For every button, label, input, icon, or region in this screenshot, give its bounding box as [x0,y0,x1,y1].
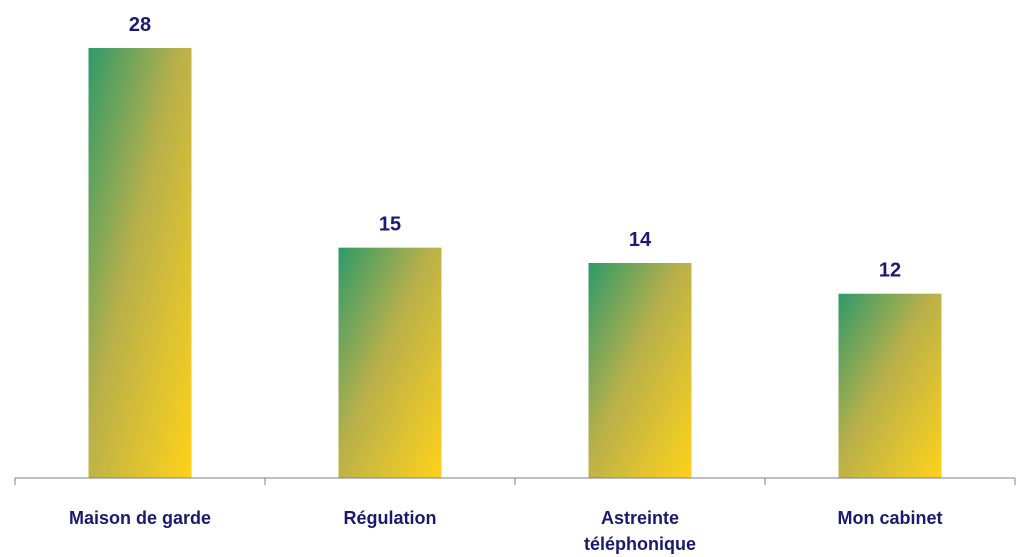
bar [338,247,442,478]
labels-layer: 28 Maison de garde 15 Régulation 14 Astreinte… [69,14,943,554]
bar [88,48,192,478]
bar [588,263,692,478]
x-axis [14,477,1016,485]
data-label: 12 [879,260,901,282]
category-label: Mon cabinet [837,508,942,528]
category-label: téléphonique [584,534,696,554]
category-label: Régulation [344,508,437,528]
bars-layer [88,48,942,478]
category-label: Maison de garde [69,508,211,528]
data-label: 14 [629,229,652,251]
data-label: 15 [379,214,401,236]
bar [838,293,942,478]
data-label: 28 [129,14,151,36]
category-label: Astreinte [601,508,679,528]
